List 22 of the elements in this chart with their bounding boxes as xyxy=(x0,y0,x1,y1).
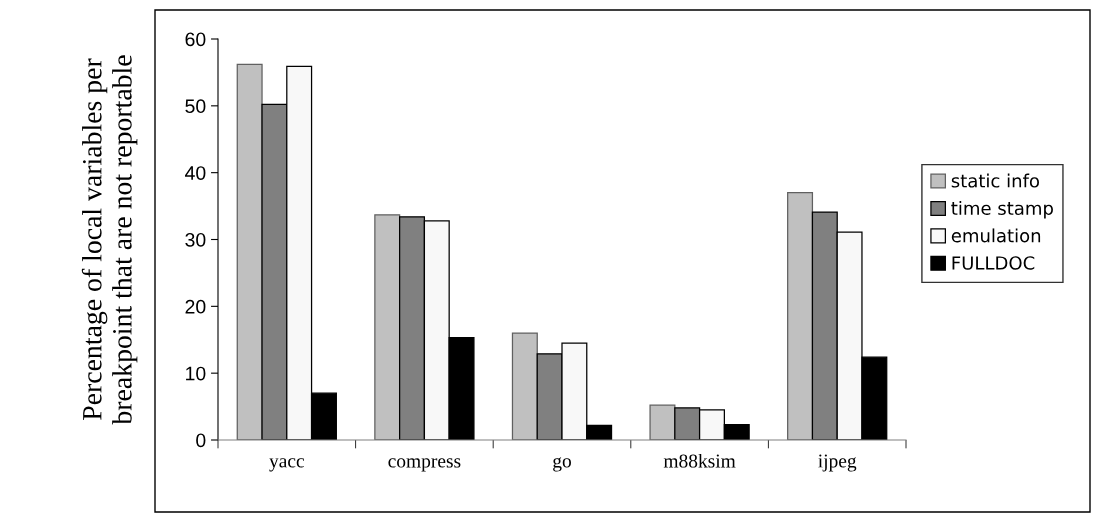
legend-label: FULLDOC xyxy=(952,256,1035,270)
y-tick-label: 60 xyxy=(185,32,206,47)
x-tick-label: go xyxy=(553,457,571,472)
y-axis-title: Percentage of local variables per breakpoint that are not reportable xyxy=(81,55,138,425)
bar xyxy=(787,192,814,440)
bar xyxy=(649,404,676,440)
x-tick-label: yacc xyxy=(269,458,305,472)
y-tick-label: 50 xyxy=(185,99,206,114)
y-tick-label: 40 xyxy=(185,166,206,180)
bar xyxy=(511,332,538,440)
bar xyxy=(374,214,401,440)
y-tick-label: 20 xyxy=(185,299,206,314)
x-tick-label: compress xyxy=(388,458,461,472)
y-tick-label: 10 xyxy=(186,366,206,381)
legend-label: static info xyxy=(951,173,1039,188)
x-tick-label: m88ksim xyxy=(663,453,736,468)
legend-label: time stamp xyxy=(951,201,1053,219)
y-tick-label: 30 xyxy=(185,232,206,247)
bar xyxy=(236,63,263,440)
legend-label: emulation xyxy=(951,228,1041,243)
y-tick-label: 0 xyxy=(196,433,206,448)
x-tick-label: ijpeg xyxy=(818,454,857,472)
